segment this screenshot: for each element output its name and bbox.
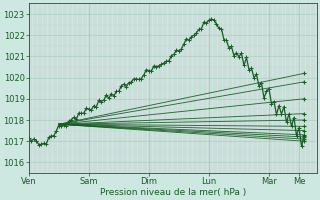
X-axis label: Pression niveau de la mer( hPa ): Pression niveau de la mer( hPa ) xyxy=(100,188,246,197)
